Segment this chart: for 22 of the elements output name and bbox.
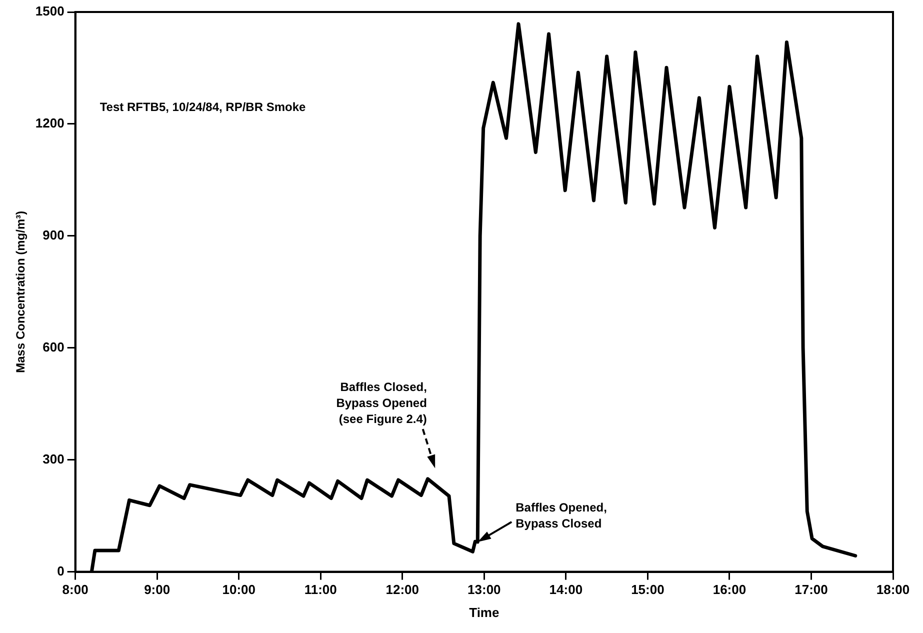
annotation: Test RFTB5, 10/24/84, RP/BR Smoke: [100, 100, 306, 114]
x-tick-label: 8:00: [62, 582, 88, 598]
x-tick-label: 12:00: [386, 582, 420, 598]
y-tick-label: 900: [42, 228, 64, 242]
x-tick-label: 13:00: [468, 582, 501, 598]
x-tick-label: 9:00: [144, 582, 170, 598]
y-tick-label: 600: [42, 339, 64, 354]
x-tick-label: 10:00: [222, 582, 256, 598]
x-tick-label: 16:00: [712, 582, 746, 598]
x-tick-label: 15:00: [631, 582, 664, 598]
x-tick-label: 18:00: [876, 582, 910, 598]
annotation: Baffles Closed, Bypass Opened (see Figure 2.4): [336, 380, 427, 426]
x-tick-label: 17:00: [794, 582, 828, 598]
x-tick-label: 14:00: [549, 582, 583, 598]
annotation: Baffles Opened, Bypass Closed: [516, 500, 607, 530]
y-tick-label: 0: [57, 563, 64, 578]
y-tick-label: 1500: [35, 4, 64, 19]
x-axis-title: Time: [469, 604, 500, 620]
x-tick-label: 11:00: [304, 582, 337, 598]
y-axis-title: Mass Concentration (mg/m³): [14, 210, 28, 373]
y-tick-label: 1200: [35, 116, 64, 131]
y-tick-label: 300: [42, 451, 64, 466]
